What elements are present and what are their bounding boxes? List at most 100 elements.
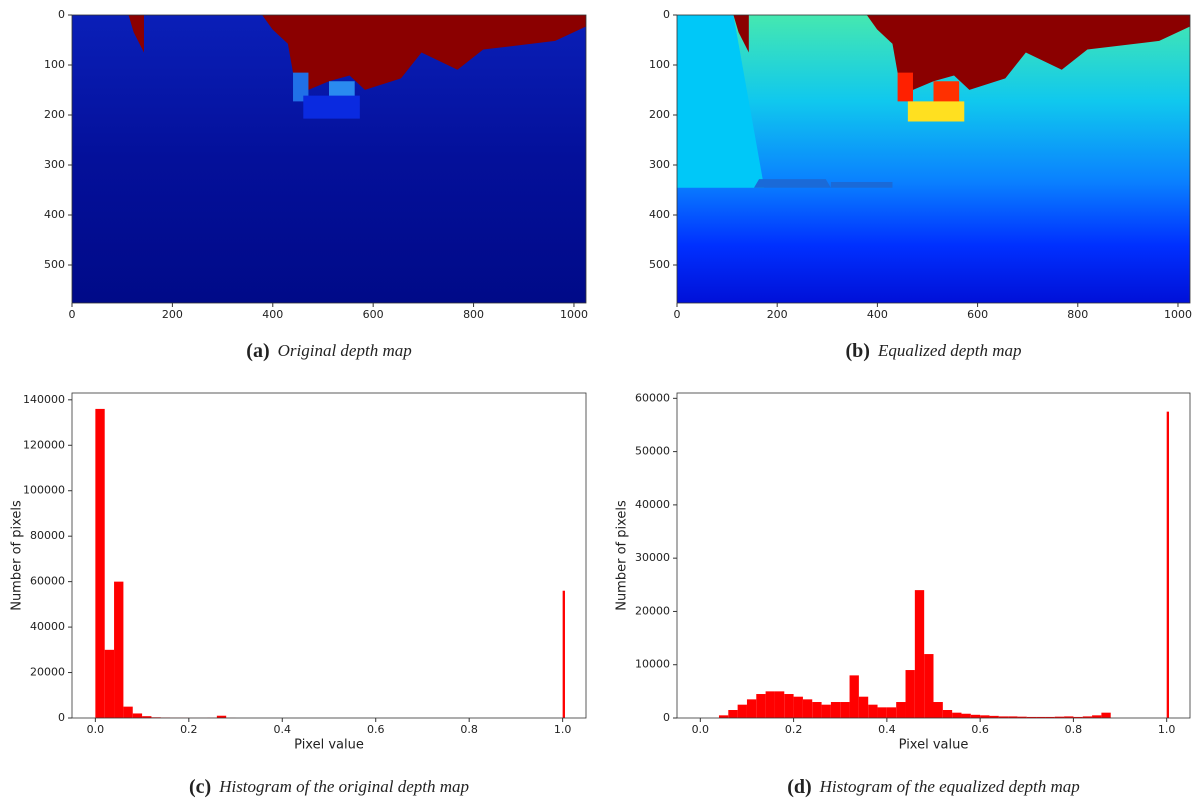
histogram-bar: [123, 706, 133, 718]
caption-text: Histogram of the original depth map: [218, 777, 469, 796]
depth-region: [303, 95, 360, 119]
histogram-bar: [774, 691, 785, 718]
y-tick-label: 300: [44, 158, 65, 171]
histogram-bar: [840, 702, 850, 718]
histogram-bar: [737, 704, 747, 718]
x-tick-label: 0.2: [785, 723, 803, 736]
depth-region: [753, 179, 831, 188]
y-axis-label: Number of pixels: [615, 500, 630, 611]
x-tick-label: 0: [69, 308, 76, 321]
x-tick-label: 0.4: [274, 723, 292, 736]
caption-label: (a): [246, 340, 269, 362]
histogram-bar: [868, 704, 878, 718]
depth-region: [72, 15, 586, 303]
caption-text: Original depth map: [278, 341, 412, 360]
x-tick-label: 400: [262, 308, 283, 321]
histogram-bar: [1045, 716, 1055, 718]
depth-region: [866, 15, 1190, 90]
caption-label: (b): [846, 340, 870, 362]
depth-region: [677, 15, 765, 188]
y-tick-label: 140000: [23, 393, 65, 406]
caption-label: (c): [189, 776, 211, 798]
histogram-bar: [95, 408, 105, 718]
histogram-bar: [1036, 716, 1046, 718]
x-tick-label: 1000: [1164, 308, 1192, 321]
y-tick-label: 10000: [635, 658, 670, 671]
panel: 0 200 400 600 800 1000 0 100 200 300 400 500 (b) Equa…: [649, 8, 1192, 362]
y-tick-label: 100: [44, 58, 65, 71]
histogram-bar: [886, 707, 897, 718]
histogram-bar: [821, 704, 831, 718]
histogram-bar: [132, 713, 143, 718]
panel: 0 200 400 600 800 1000 0 100 200 300 400 500 (a) Orig…: [44, 8, 588, 362]
histogram-bar: [746, 699, 757, 718]
x-tick-label: 200: [767, 308, 788, 321]
plot-frame: [71, 14, 587, 304]
histogram-bar: [877, 707, 887, 718]
histogram-bar: [933, 702, 943, 718]
histogram-bar: [914, 590, 925, 718]
y-tick-label: 100: [649, 58, 670, 71]
y-tick-label: 40000: [635, 498, 670, 511]
x-tick-label: 0.8: [460, 723, 478, 736]
y-tick-label: 80000: [30, 529, 65, 542]
x-tick-label: 0.8: [1065, 723, 1083, 736]
y-tick-label: 400: [44, 208, 65, 221]
depth-region: [907, 101, 965, 122]
y-tick-label: 500: [649, 258, 670, 271]
x-axis-label: Pixel value: [899, 738, 969, 753]
x-tick-label: 200: [162, 308, 183, 321]
histogram-bar: [896, 702, 906, 718]
histogram-bar: [1017, 716, 1027, 718]
y-tick-label: 0: [663, 8, 670, 21]
histogram-bar: [104, 649, 115, 718]
histogram-bar: [1101, 712, 1111, 718]
panel: 0.0 0.2 0.4 0.6 0.8 1.0 0 10000 20000 30000 40000 5…: [615, 391, 1191, 798]
y-tick-label: 60000: [30, 575, 65, 588]
y-tick-label: 400: [649, 208, 670, 221]
caption: (d) Histogram of the equalized depth map: [787, 776, 1080, 798]
depth-region: [262, 15, 586, 90]
y-tick-label: 0: [663, 711, 670, 724]
depth-region: [128, 15, 144, 53]
histogram-bar: [1008, 716, 1018, 718]
plot-area: [72, 393, 586, 718]
histogram-bar: [114, 581, 124, 718]
histogram-bar: [216, 715, 227, 718]
x-tick-label: 1.0: [1158, 723, 1176, 736]
y-tick-label: 0: [58, 711, 65, 724]
depth-region: [293, 72, 309, 102]
histogram-bar: [1073, 716, 1083, 718]
histogram-bar: [802, 699, 813, 718]
histogram-bar: [1092, 715, 1102, 718]
histogram-bar: [858, 696, 869, 718]
histogram-bar: [142, 716, 152, 718]
y-tick-label: 40000: [30, 620, 65, 633]
y-tick-label: 30000: [635, 551, 670, 564]
histogram-bar: [970, 714, 981, 718]
histogram-bar: [961, 713, 971, 718]
histogram-bar: [924, 654, 934, 718]
histogram-bar: [765, 691, 775, 718]
x-axis-label: Pixel value: [294, 738, 364, 753]
x-tick-label: 0.6: [971, 723, 989, 736]
histogram-bar: [942, 710, 953, 718]
depth-region: [830, 182, 893, 188]
histogram-bar: [812, 702, 822, 718]
histogram-bar: [728, 710, 738, 718]
depth-region: [733, 15, 749, 53]
histogram-bar: [1082, 716, 1093, 718]
histogram-bar: [718, 715, 729, 718]
x-tick-label: 400: [867, 308, 888, 321]
x-tick-label: 0.4: [878, 723, 896, 736]
histogram-bar: [756, 694, 766, 718]
histogram-bar: [793, 696, 803, 718]
caption: (c) Histogram of the original depth map: [189, 776, 469, 798]
histogram-bar: [1026, 716, 1037, 718]
x-tick-label: 800: [463, 308, 484, 321]
y-tick-label: 500: [44, 258, 65, 271]
depth-region: [677, 15, 1190, 303]
histogram-bar: [952, 712, 962, 718]
plot-frame: [71, 392, 587, 719]
